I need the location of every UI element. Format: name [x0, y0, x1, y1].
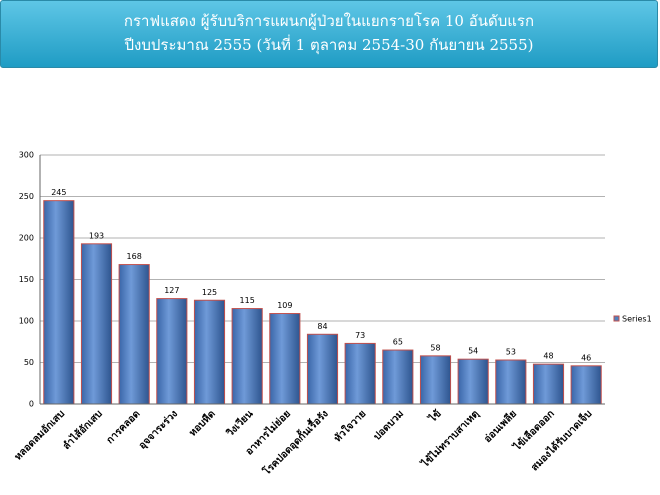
data-label: 125: [202, 288, 217, 297]
bar: [382, 349, 414, 405]
x-tick-label: การคลอด: [105, 408, 143, 446]
bar: [306, 333, 339, 405]
chart-title: กราฟแสดง ผู้รับบริการแผนกผู้ป่วยในแยกราย…: [123, 12, 535, 30]
y-tick-label: 100: [19, 317, 34, 326]
bar: [43, 200, 75, 405]
x-tick-label: วิงเวียน: [224, 408, 256, 440]
y-tick-label: 200: [19, 234, 34, 243]
x-tick-label: ไข้: [425, 407, 443, 425]
y-tick-label: 0: [29, 400, 34, 409]
bar: [457, 358, 489, 405]
bar: [156, 298, 188, 405]
bar: [118, 264, 150, 405]
chart-subtitle: ปีงบประมาณ 2555 (วันที่ 1 ตุลาคม 2554-30…: [124, 36, 534, 54]
bar: [570, 365, 602, 405]
bar: [80, 243, 113, 405]
bar: [193, 299, 226, 405]
data-label: 84: [317, 322, 327, 331]
data-label: 245: [51, 188, 66, 197]
data-label: 53: [506, 348, 516, 357]
x-tick-label: อุจจาระร่วง: [136, 408, 180, 452]
legend-label: Series1: [622, 315, 652, 324]
bar: [532, 363, 565, 405]
bar: [344, 342, 376, 405]
bar: [495, 359, 527, 405]
bar: [269, 313, 301, 405]
x-tick-label: ปอดบวม: [371, 408, 406, 443]
data-label: 46: [581, 353, 591, 362]
data-label: 115: [240, 296, 255, 305]
bar: [231, 308, 263, 405]
data-label: 65: [393, 338, 403, 347]
data-label: 73: [355, 331, 365, 340]
data-label: 48: [543, 352, 553, 361]
legend-swatch: [613, 315, 620, 322]
data-label: 54: [468, 347, 478, 356]
data-label: 127: [164, 286, 179, 295]
header: กราฟแสดง ผู้รับบริการแผนกผู้ป่วยในแยกราย…: [0, 0, 658, 68]
data-label: 168: [127, 252, 142, 261]
y-tick-label: 150: [19, 275, 34, 284]
x-tick-label: โรคปอดอุดกั้นเรื้อรัง: [259, 406, 331, 478]
x-tick-label: หัวใจวาย: [331, 407, 369, 445]
y-tick-label: 50: [24, 358, 34, 367]
data-label: 193: [89, 231, 104, 240]
y-tick-label: 250: [19, 192, 34, 201]
x-tick-label: สมองได้รับบาดเจ็บ: [527, 406, 594, 473]
data-label: 109: [277, 301, 292, 310]
x-tick-label: ลำไส้อักเสบ: [60, 407, 105, 452]
y-tick-label: 300: [19, 151, 34, 160]
bar: [419, 355, 452, 405]
x-tick-label: อ่อนเพลีย: [482, 408, 519, 445]
data-label: 58: [430, 343, 440, 352]
x-tick-label: หอบหืด: [187, 408, 218, 439]
x-tick-label: หลอดลมอักเสบ: [12, 408, 67, 463]
